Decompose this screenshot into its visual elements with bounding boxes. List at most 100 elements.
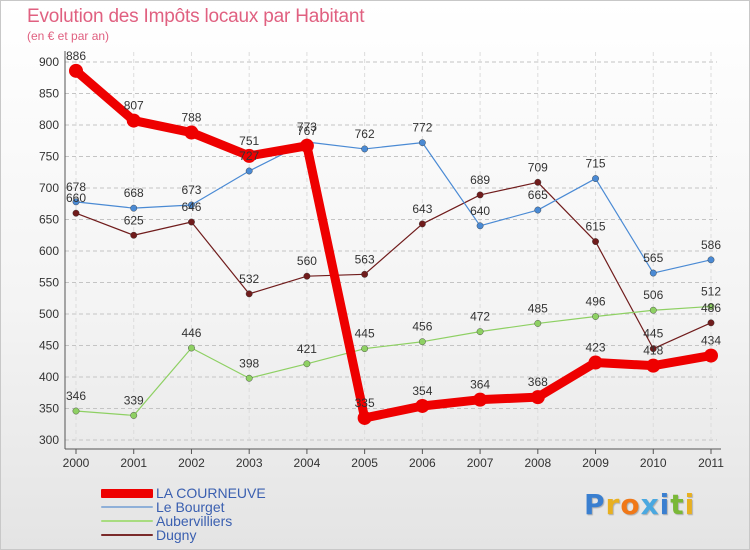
data-label: 445	[355, 327, 375, 341]
legend-swatch	[101, 520, 153, 522]
series-line-la-courneuve	[71, 66, 716, 423]
data-point	[69, 63, 83, 78]
chart-subtitle: (en € et par an)	[27, 29, 110, 43]
data-point	[303, 360, 311, 368]
data-label: 767	[297, 124, 317, 138]
data-point	[649, 269, 657, 277]
x-tick-label: 2005	[351, 456, 378, 470]
data-point	[588, 355, 603, 370]
data-point	[72, 209, 80, 217]
data-label: 423	[586, 341, 606, 355]
data-label: 339	[124, 393, 144, 407]
y-tick-label: 750	[39, 150, 59, 164]
data-point	[646, 358, 661, 373]
legend-label: LA COURNEUVE	[156, 485, 266, 501]
legend-label: Aubervilliers	[156, 513, 233, 529]
data-label: 506	[643, 288, 663, 302]
series-line-le-bourget	[75, 141, 712, 274]
data-label: 354	[412, 384, 432, 398]
data-label: 615	[586, 220, 606, 234]
x-tick-label: 2009	[582, 456, 609, 470]
data-label: 886	[66, 49, 86, 63]
logo-letter: x	[640, 488, 660, 521]
data-label: 496	[586, 295, 606, 309]
logo-letter: i	[684, 488, 696, 521]
data-point	[130, 204, 138, 212]
data-label: 715	[586, 157, 606, 171]
data-label: 532	[239, 272, 259, 286]
data-point	[188, 201, 195, 209]
data-point	[418, 220, 426, 228]
data-label: 625	[124, 213, 144, 227]
data-label: 646	[181, 200, 201, 214]
x-tick-label: 2002	[178, 456, 205, 470]
data-label: 472	[470, 310, 490, 324]
data-label: 368	[528, 375, 548, 389]
data-point	[476, 191, 484, 199]
data-label: 773	[297, 120, 317, 134]
data-point	[418, 338, 426, 346]
y-tick-label: 350	[39, 402, 59, 416]
data-label: 512	[701, 284, 721, 298]
data-point	[476, 328, 484, 336]
logo-letter: P	[584, 488, 606, 521]
data-label: 486	[701, 301, 721, 315]
x-tick-label: 2001	[120, 456, 147, 470]
proxiti-logo: Proxiti	[584, 488, 695, 521]
data-label: 456	[412, 320, 432, 334]
logo-letter: r	[605, 488, 621, 521]
data-label: 565	[643, 251, 663, 265]
y-tick-label: 650	[39, 213, 59, 227]
data-label: 335	[355, 396, 375, 410]
legend-swatch	[101, 489, 153, 498]
data-point	[245, 167, 253, 175]
x-tick-label: 2006	[409, 456, 436, 470]
data-point	[299, 138, 314, 153]
data-label: 586	[701, 238, 721, 252]
x-tick-label: 2007	[467, 456, 494, 470]
data-point	[130, 412, 138, 419]
logo-letter: o	[620, 488, 641, 521]
data-label: 446	[181, 326, 201, 340]
legend-label: Dugny	[156, 527, 197, 543]
y-tick-label: 300	[39, 433, 59, 447]
series-line-dugny	[75, 181, 712, 350]
data-point	[130, 231, 138, 239]
data-label: 772	[412, 121, 432, 135]
data-point	[703, 348, 718, 363]
data-label: 665	[528, 188, 548, 202]
data-point	[473, 392, 488, 407]
data-label: 421	[297, 342, 317, 356]
data-point	[361, 345, 369, 353]
y-tick-label: 800	[39, 118, 59, 132]
data-point	[245, 374, 253, 382]
data-point	[126, 113, 141, 128]
data-label: 807	[124, 99, 144, 113]
x-tick-label: 2011	[698, 456, 724, 470]
y-tick-label: 450	[39, 339, 59, 353]
data-point	[534, 320, 542, 327]
data-point	[707, 256, 715, 264]
data-point	[476, 222, 484, 230]
data-point	[361, 270, 369, 278]
data-point	[303, 272, 311, 280]
data-point	[707, 303, 715, 310]
data-point	[72, 198, 80, 206]
y-tick-label: 400	[39, 370, 59, 384]
data-label: 727	[239, 149, 259, 163]
data-point	[242, 148, 257, 163]
data-point	[649, 345, 657, 353]
data-label: 643	[412, 202, 432, 216]
data-label: 640	[470, 204, 490, 218]
x-tick-label: 2010	[640, 456, 667, 470]
data-label: 398	[239, 356, 259, 370]
legend-label: Le Bourget	[156, 499, 225, 515]
data-point	[72, 407, 80, 415]
data-point	[534, 178, 542, 186]
y-tick-label: 850	[39, 87, 59, 101]
data-point	[707, 319, 715, 327]
data-point	[534, 206, 542, 214]
y-tick-label: 700	[39, 181, 59, 195]
data-point	[188, 218, 195, 226]
data-point	[361, 145, 369, 153]
